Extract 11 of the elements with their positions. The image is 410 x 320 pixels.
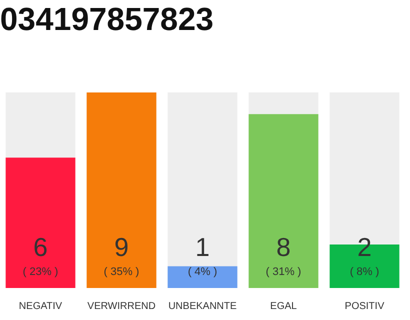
- x-tick-label: NEGATIV: [18, 300, 62, 312]
- x-tick-label: EGAL: [270, 300, 298, 312]
- x-tick-label: VERWIRREND: [87, 300, 156, 312]
- data-label: 9 ( 35% ): [104, 232, 140, 278]
- x-tick-label: POSITIV: [344, 300, 385, 312]
- bar: [168, 266, 238, 288]
- data-label: 8 ( 31% ): [266, 232, 302, 278]
- data-label: 6 ( 23% ): [22, 232, 58, 278]
- x-tick-label: UNBEKANNTE: [168, 300, 237, 312]
- chart-title: 034197857823: [0, 1, 214, 38]
- data-label: 1 ( 4% ): [188, 232, 218, 278]
